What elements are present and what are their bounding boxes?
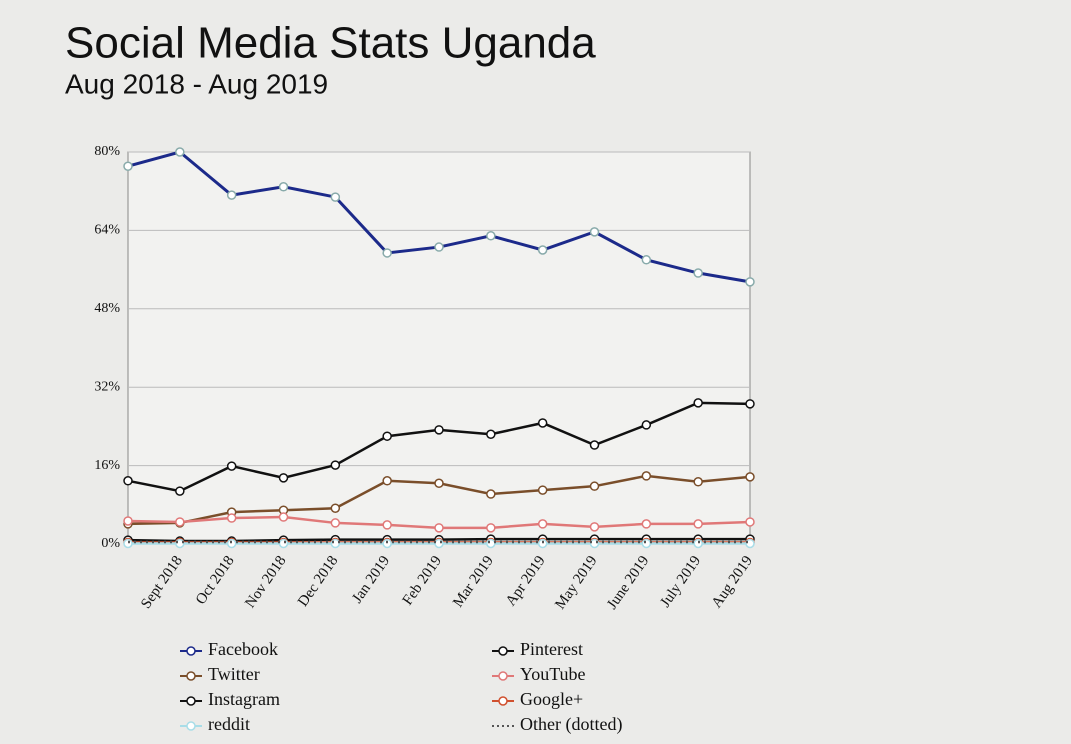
data-point (382, 476, 392, 486)
data-point (745, 472, 755, 482)
data-point (589, 227, 600, 237)
data-point (486, 538, 496, 549)
data-point (641, 519, 652, 529)
data-point (641, 255, 652, 265)
data-point (382, 431, 392, 441)
data-point (175, 517, 185, 527)
legend-item: YouTube (492, 664, 586, 684)
legend-item: Other (dotted) (492, 714, 622, 735)
data-point (693, 268, 703, 278)
data-point (382, 248, 392, 258)
legend-label: Instagram (208, 689, 280, 709)
data-point (330, 538, 341, 549)
legend-item: Pinterest (492, 639, 583, 659)
data-point (693, 538, 703, 549)
chart-subtitle: Aug 2018 - Aug 2019 (65, 68, 328, 99)
data-point (226, 513, 237, 523)
data-point (537, 538, 548, 549)
data-point (226, 190, 237, 200)
legend-marker (498, 646, 508, 656)
legend-label: Facebook (208, 639, 278, 659)
data-point (693, 477, 703, 487)
legend-marker (498, 696, 508, 706)
y-tick-label: 48% (94, 301, 120, 316)
legend-item: Instagram (180, 689, 280, 709)
data-point (589, 481, 600, 491)
data-point (434, 478, 444, 488)
y-tick-label: 16% (94, 458, 120, 473)
data-point (589, 522, 600, 532)
data-point (486, 231, 496, 241)
data-point (693, 519, 703, 529)
y-tick-label: 80% (94, 144, 120, 159)
data-point (641, 538, 652, 549)
data-point (330, 518, 341, 528)
data-point (745, 399, 755, 409)
data-point (175, 486, 185, 496)
data-point (123, 516, 133, 526)
data-point (226, 461, 237, 471)
legend-marker (186, 721, 196, 731)
y-tick-label: 32% (94, 379, 120, 394)
legend-label: Other (dotted) (520, 714, 622, 735)
data-point (537, 418, 548, 428)
data-point (278, 182, 289, 192)
y-tick-label: 64% (94, 223, 120, 238)
data-point (123, 538, 133, 549)
data-point (434, 538, 444, 549)
data-point (486, 489, 496, 499)
data-point (589, 538, 600, 549)
data-point (278, 473, 289, 483)
legend-item: Google+ (492, 689, 583, 709)
data-point (175, 147, 185, 157)
data-point (330, 192, 341, 202)
data-point (226, 538, 237, 549)
data-point (486, 523, 496, 533)
legend-item: Facebook (180, 639, 278, 659)
legend-label: reddit (208, 714, 250, 734)
data-point (745, 277, 755, 287)
legend-marker (498, 671, 508, 681)
data-point (123, 476, 133, 486)
data-point (278, 538, 289, 549)
data-point (537, 519, 548, 529)
data-point (693, 398, 703, 408)
legend-item: reddit (180, 714, 250, 734)
data-point (175, 538, 185, 549)
data-point (537, 485, 548, 495)
legend-item: Twitter (180, 664, 260, 684)
data-point (745, 517, 755, 527)
data-point (382, 520, 392, 530)
data-point (123, 161, 133, 171)
data-point (589, 440, 600, 450)
data-point (330, 503, 341, 513)
legend-label: YouTube (520, 664, 586, 684)
legend-label: Twitter (208, 664, 260, 684)
data-point (641, 420, 652, 430)
chart-title: Social Media Stats Uganda (65, 19, 596, 68)
data-point (537, 245, 548, 255)
data-point (278, 512, 289, 522)
data-point (330, 460, 341, 470)
data-point (434, 242, 444, 252)
data-point (382, 538, 392, 549)
data-point (434, 425, 444, 435)
legend-marker (186, 646, 196, 656)
legend-label: Google+ (520, 689, 583, 709)
data-point (641, 471, 652, 481)
legend-marker (186, 696, 196, 706)
legend-label: Pinterest (520, 639, 583, 659)
data-point (434, 523, 444, 533)
data-point (486, 429, 496, 439)
legend-marker (186, 671, 196, 681)
data-point (745, 538, 755, 549)
y-tick-label: 0% (101, 536, 120, 551)
